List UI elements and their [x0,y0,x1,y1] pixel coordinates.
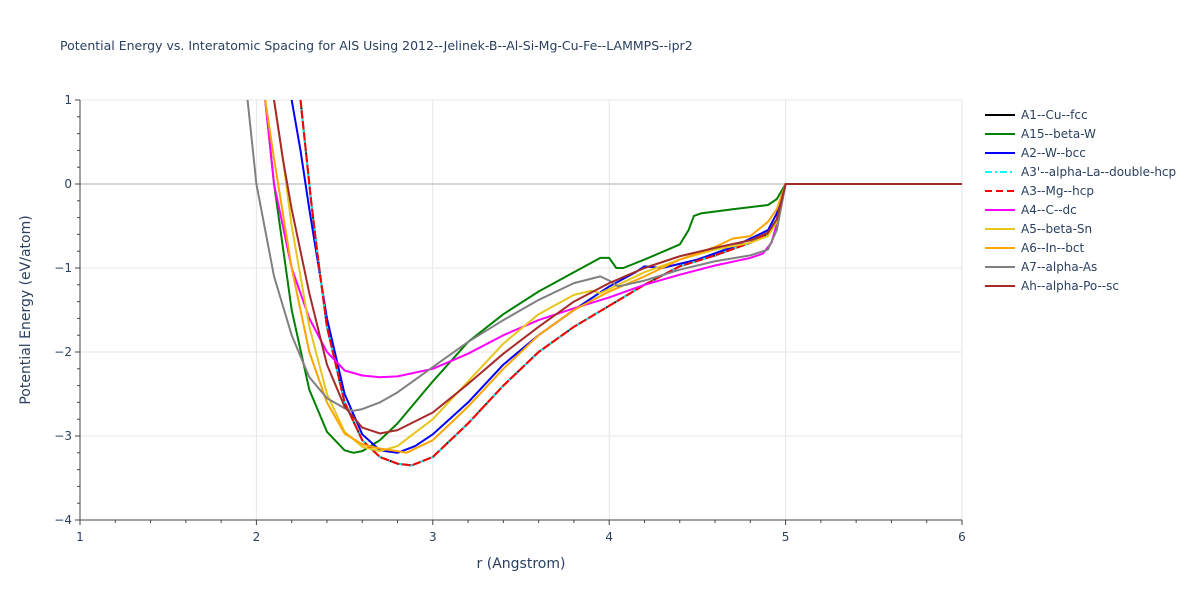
y-axis-title: Potential Energy (eV/atom) [18,215,34,404]
x-tick-label: 1 [76,530,84,544]
y-tick-label: −3 [54,429,72,443]
legend-label: Ah--alpha-Po--sc [1021,279,1119,293]
y-tick-label: −4 [54,513,72,527]
legend-label: A3'--alpha-La--double-hcp [1021,165,1176,179]
x-axis-title: r (Angstrom) [477,556,566,572]
legend-label: A1--Cu--fcc [1021,108,1088,122]
x-tick-label: 6 [958,530,966,544]
x-tick-label: 3 [429,530,437,544]
series-line-a15-beta-w [264,100,962,454]
axes: 1 2 3 4 5 6 1 0 −1 −2 −3 −4 [54,93,966,544]
chart-title: Potential Energy vs. Interatomic Spacing… [60,38,693,53]
legend-label: A2--W--bcc [1021,146,1086,160]
legend-label: A3--Mg--hcp [1021,184,1094,198]
series-line-a6-in-bct [264,100,962,454]
x-tick-label: 4 [605,530,613,544]
legend-label: A15--beta-W [1021,127,1096,141]
x-tick-label: 2 [253,530,261,544]
legend-label: A4--C--dc [1021,203,1077,217]
y-tick-label: −1 [54,261,72,275]
x-tick-label: 5 [782,530,790,544]
y-tick-label: 1 [64,93,72,107]
legend-label: A7--alpha-As [1021,260,1097,274]
series-lines [246,100,962,467]
legend-label: A5--beta-Sn [1021,222,1092,236]
series-line-a5-beta-sn [273,100,962,453]
legend: A1--Cu--fcc A15--beta-W A2--W--bcc A3'--alp… [985,108,1176,293]
series-line-a7-alpha-as [246,100,962,412]
y-tick-label: −2 [54,345,72,359]
legend-label: A6--In--bct [1021,241,1085,255]
series-line-ah-alpha-po-sc [273,100,962,435]
y-tick-label: 0 [64,177,72,191]
